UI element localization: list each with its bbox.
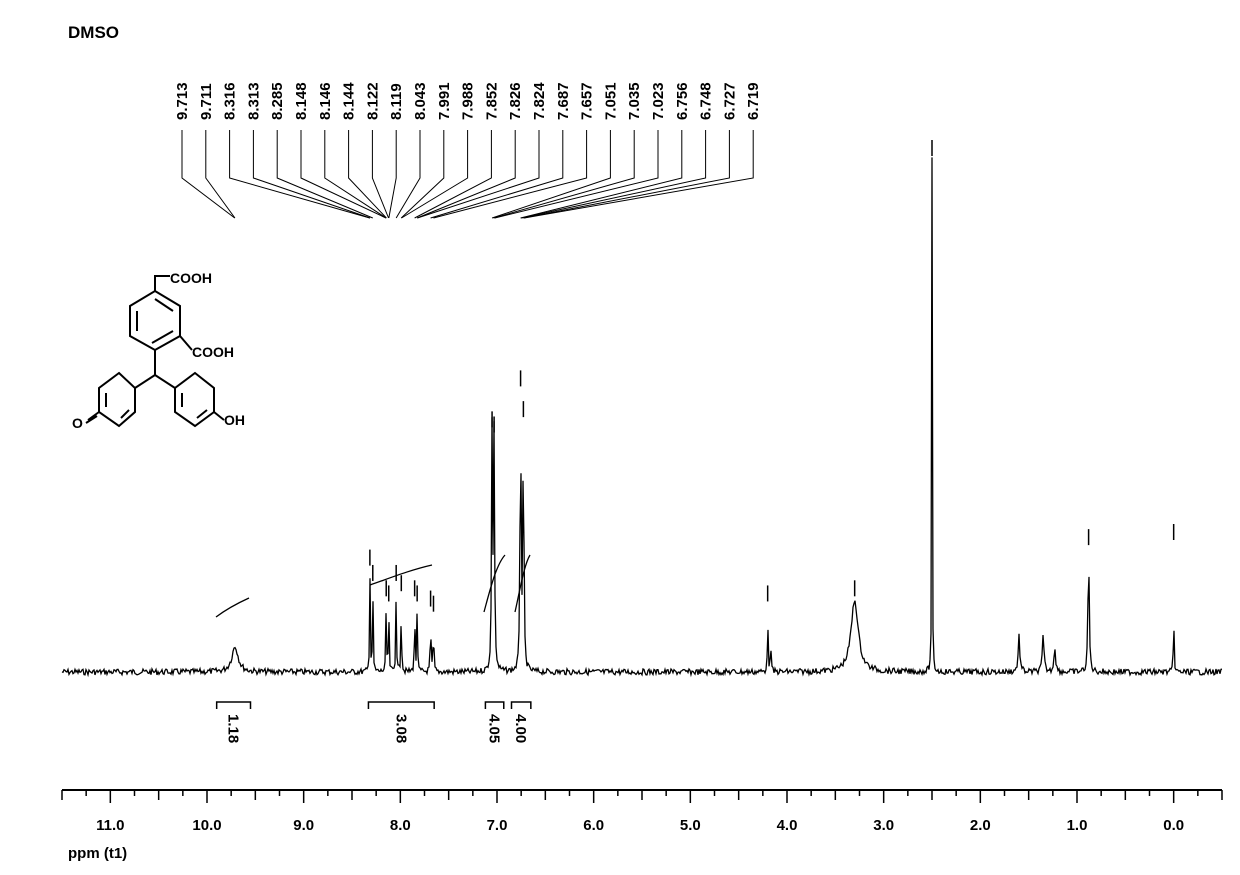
structure-oxo-label: O — [72, 415, 83, 431]
peak-label-2: 8.316 — [222, 82, 239, 120]
x-tick-label-0: 11.0 — [96, 817, 124, 834]
structure-left-ring — [99, 373, 135, 426]
structure-cooh-top-label: COOH — [170, 270, 212, 286]
integral-curve-0 — [216, 598, 249, 617]
peak-label-24: 6.719 — [745, 82, 762, 120]
structure-hydroxyl-label: OH — [224, 412, 245, 428]
peak-leader-8 — [372, 130, 388, 218]
x-tick-label-9: 2.0 — [970, 817, 991, 834]
structure-cooh-top-bond — [155, 276, 170, 291]
solvent-label: DMSO — [68, 23, 119, 42]
peak-label-15: 7.824 — [531, 82, 548, 120]
integral-value-2: 4.05 — [486, 714, 503, 743]
peak-label-14: 7.826 — [507, 82, 524, 120]
peak-leader-0 — [182, 130, 235, 218]
integral-bracket-3 — [512, 702, 531, 709]
spectrum-group — [62, 140, 1222, 675]
peak-label-10: 8.043 — [412, 82, 429, 120]
integral-bracket-1 — [368, 702, 434, 709]
structure-hydroxyl-bond — [214, 412, 224, 420]
structure-right-bond — [155, 375, 175, 388]
peak-leader-1 — [206, 130, 235, 218]
peak-label-8: 8.122 — [364, 82, 381, 120]
peak-leader-9 — [389, 130, 396, 218]
peak-leader-3 — [253, 130, 370, 218]
structure-left-bond — [135, 375, 155, 388]
x-tick-label-10: 1.0 — [1067, 817, 1088, 834]
peak-label-9: 8.119 — [388, 83, 405, 120]
peak-label-7: 8.144 — [341, 82, 358, 120]
peak-label-12: 7.988 — [460, 82, 477, 120]
x-axis-title: ppm (t1) — [68, 845, 127, 862]
peak-leader-20 — [495, 130, 658, 218]
x-tick-label-4: 7.0 — [487, 817, 508, 834]
x-tick-label-1: 10.0 — [192, 817, 221, 834]
peak-label-19: 7.035 — [626, 82, 643, 120]
peak-label-18: 7.051 — [602, 82, 619, 120]
x-axis: 11.0 10.0 9.0 8.0 7.0 6.0 5.0 4.0 3.0 2.0 1.0 0.0 — [62, 790, 1222, 834]
peak-label-6: 8.146 — [317, 82, 334, 120]
x-tick-label-2: 9.0 — [293, 817, 314, 834]
structure-left-ring-inner — [106, 393, 129, 418]
peak-label-5: 8.148 — [293, 82, 310, 120]
x-tick-label-11: 0.0 — [1163, 817, 1184, 834]
x-tick-label-8: 3.0 — [873, 817, 894, 834]
x-tick-label-3: 8.0 — [390, 817, 411, 834]
structure-cooh-side-bond — [180, 336, 192, 350]
structure-cooh-side-label: COOH — [192, 344, 234, 360]
peak-label-1: 9.711 — [198, 83, 215, 120]
peak-leader-7 — [349, 130, 387, 218]
structure-top-ring-inner — [137, 299, 173, 343]
peak-label-4: 8.285 — [269, 82, 286, 120]
structure-oxo-bond — [86, 412, 99, 423]
x-tick-label-5: 6.0 — [583, 817, 604, 834]
integral-bracket-0 — [217, 702, 251, 709]
peak-label-0: 9.713 — [174, 82, 191, 120]
integral-value-3: 4.00 — [512, 714, 529, 743]
integral-value-1: 3.08 — [392, 714, 409, 743]
peak-label-group: 9.713 9.711 8.316 8.313 8.285 8.148 8.146 8.144… — [174, 82, 762, 218]
peak-label-20: 7.023 — [650, 82, 667, 120]
x-tick-label-6: 5.0 — [680, 817, 701, 834]
integral-bracket-2 — [485, 702, 503, 709]
peak-label-22: 6.748 — [698, 82, 715, 120]
peak-label-17: 7.657 — [579, 82, 596, 120]
peak-leader-15 — [417, 130, 539, 218]
structure-right-ring-inner — [182, 393, 207, 418]
peak-leader-24 — [524, 130, 753, 218]
peak-label-3: 8.313 — [245, 82, 262, 120]
peak-leader-14 — [417, 130, 515, 218]
peak-leader-10 — [396, 130, 420, 218]
x-tick-label-7: 4.0 — [777, 817, 798, 834]
peak-leader-13 — [415, 130, 492, 218]
peak-leader-23 — [523, 130, 729, 218]
structure-right-ring — [175, 373, 214, 426]
peak-leader-6 — [325, 130, 386, 218]
peak-label-11: 7.991 — [436, 82, 453, 120]
integral-value-0: 1.18 — [225, 714, 242, 743]
peak-label-23: 6.727 — [721, 82, 738, 120]
peak-label-21: 6.756 — [674, 82, 691, 120]
peak-label-16: 7.687 — [555, 82, 572, 120]
peak-label-13: 7.852 — [483, 82, 500, 120]
